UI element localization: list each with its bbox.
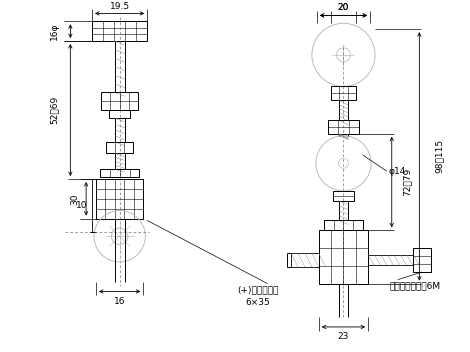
Bar — [368, 255, 414, 265]
Text: 19.5: 19.5 — [110, 2, 130, 11]
Text: 52〜69: 52〜69 — [50, 96, 59, 124]
Bar — [101, 92, 138, 110]
Text: ナイロンナット6M: ナイロンナット6M — [390, 282, 441, 291]
Bar — [414, 248, 431, 272]
Bar — [319, 230, 368, 284]
Text: 72〜79: 72〜79 — [403, 168, 412, 196]
Bar — [330, 86, 356, 100]
Bar — [328, 120, 359, 134]
Bar — [109, 110, 131, 118]
Text: 10: 10 — [77, 201, 88, 210]
Bar — [100, 169, 140, 177]
Text: 98〜115: 98〜115 — [435, 139, 444, 174]
Text: 20: 20 — [338, 3, 349, 12]
Text: 20: 20 — [338, 3, 349, 12]
Text: (+)ナベ小ネジ
6×35: (+)ナベ小ネジ 6×35 — [237, 285, 278, 307]
Bar — [106, 142, 133, 153]
Bar — [96, 179, 143, 219]
Bar — [333, 191, 354, 201]
Text: 23: 23 — [338, 332, 349, 341]
Text: 16: 16 — [114, 297, 125, 306]
Bar — [92, 21, 147, 41]
Bar — [291, 253, 319, 267]
Bar — [324, 220, 363, 230]
Text: φ14: φ14 — [389, 167, 406, 176]
Text: 16φ: 16φ — [50, 23, 59, 40]
Text: 30: 30 — [70, 193, 79, 205]
